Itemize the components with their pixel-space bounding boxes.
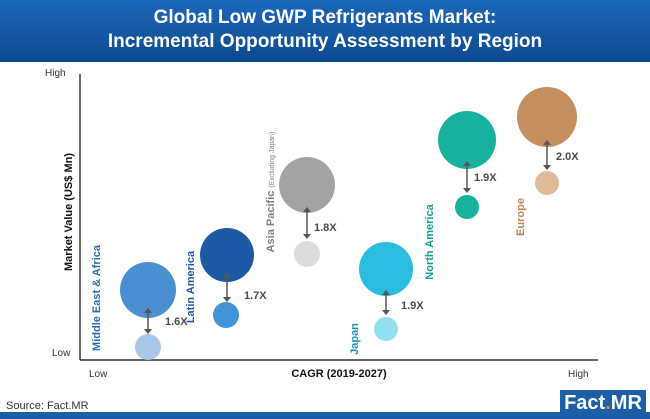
multiplier-label-latin-america: 1.7X (244, 290, 267, 302)
region-name-japan: Japan (349, 323, 361, 355)
bubble-small-asia-pacific (294, 241, 320, 267)
growth-arrow-head-down-europe (543, 165, 551, 170)
region-name-latin-america: Latin America (185, 250, 197, 323)
bubble-middle-east-africa (120, 262, 176, 318)
region-name-europe: Europe (515, 198, 527, 236)
multiplier-label-middle-east-africa: 1.6X (165, 316, 188, 328)
logo-suffix: MR (610, 392, 642, 414)
growth-arrow-head-up-japan (382, 290, 390, 295)
growth-arrow-head-up-asia-pacific (303, 207, 311, 212)
region-label-asia-pacific: Asia Pacific (Excluding Japan) (265, 132, 277, 253)
chart-title-line-2: Incremental Opportunity Assessment by Re… (107, 31, 543, 52)
growth-arrow-head-up-middle-east-africa (144, 308, 152, 313)
multiplier-label-japan: 1.9X (401, 300, 424, 312)
bubble-north-america (438, 111, 496, 169)
y-tick-label-low: Low (52, 348, 71, 359)
region-label-latin-america: Latin America (185, 250, 197, 323)
region-name-middle-east-africa: Middle East & Africa (91, 244, 103, 351)
source-note: Source: Fact.MR (6, 400, 89, 412)
region-label-middle-east-africa: Middle East & Africa (91, 244, 103, 351)
logo-dot: . (605, 392, 611, 414)
bubble-latin-america (200, 228, 254, 282)
growth-arrow-head-down-latin-america (223, 297, 231, 302)
footer-bar (0, 412, 650, 419)
region-sublabel-asia-pacific: (Excluding Japan) (269, 132, 276, 188)
growth-arrow-head-up-north-america (463, 161, 471, 166)
y-axis-label: Market Value (US$ Mn) (63, 153, 75, 271)
x-axis-label: CAGR (2019-2027) (291, 368, 387, 380)
region-name-north-america: North America (424, 203, 436, 279)
region-label-japan: Japan (349, 323, 361, 355)
growth-arrow-head-up-europe (543, 140, 551, 145)
bubble-japan (359, 242, 413, 296)
multiplier-label-north-america: 1.9X (474, 172, 497, 184)
bubble-asia-pacific (279, 157, 335, 213)
chart-area: High Low Low High CAGR (2019-2027) Market Val… (0, 62, 650, 392)
bubble-small-north-america (455, 195, 479, 219)
logo-main: Fact (564, 392, 606, 414)
x-tick-label-low: Low (89, 369, 108, 380)
chart-title-line-1: Global Low GWP Refrigerants Market: (153, 7, 497, 28)
factmr-logo: Fact.MR (560, 390, 646, 416)
growth-arrow-head-down-japan (382, 310, 390, 315)
growth-arrow-head-up-latin-america (223, 273, 231, 278)
bubble-small-middle-east-africa (135, 334, 161, 360)
bubble-small-europe (535, 171, 559, 195)
multiplier-label-asia-pacific: 1.8X (314, 222, 337, 234)
bubble-small-latin-america (213, 302, 239, 328)
growth-arrow-head-down-north-america (463, 188, 471, 193)
region-label-europe: Europe (515, 198, 527, 236)
chart-header: Global Low GWP Refrigerants Market: Incr… (0, 0, 650, 62)
region-label-north-america: North America (424, 203, 436, 279)
x-tick-label-high: High (568, 369, 589, 380)
region-name-asia-pacific: Asia Pacific (265, 191, 277, 253)
growth-arrow-head-down-middle-east-africa (144, 329, 152, 334)
bubble-chart: High Low Low High CAGR (2019-2027) Market Val… (45, 68, 598, 380)
multiplier-label-europe: 2.0X (556, 151, 579, 163)
growth-arrow-head-down-asia-pacific (303, 234, 311, 239)
bubble-small-japan (374, 317, 398, 341)
y-tick-label-high: High (45, 68, 66, 79)
bubble-europe (517, 87, 577, 147)
